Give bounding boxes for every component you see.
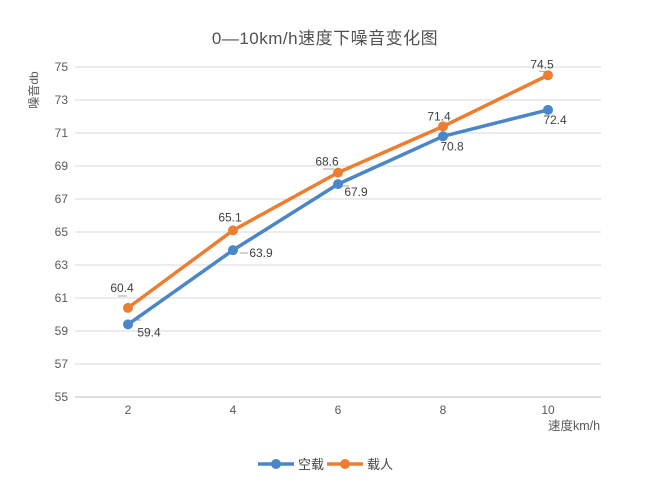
legend-item-loaded[interactable]: 载人 [326, 454, 393, 473]
data-point-marker [228, 245, 238, 256]
data-point-marker [438, 121, 448, 132]
data-label: 70.8 [440, 139, 464, 153]
data-label: 74.5 [530, 57, 554, 71]
data-point-marker [438, 131, 448, 142]
data-point-marker [228, 225, 238, 236]
chart-title: 0—10km/h速度下噪音变化图 [211, 29, 439, 48]
data-label: 63.9 [249, 246, 273, 260]
x-tick-label: 10 [541, 403, 555, 417]
y-tick-label: 61 [55, 291, 69, 305]
y-tick-label: 67 [55, 192, 69, 206]
y-tick-label: 55 [55, 390, 69, 404]
y-tick-label: 59 [55, 324, 69, 338]
data-label: 72.4 [543, 113, 567, 127]
data-label: 59.4 [137, 325, 161, 339]
data-label: 60.4 [110, 281, 134, 295]
y-tick-label: 57 [55, 357, 69, 371]
x-tick-label: 4 [230, 403, 237, 417]
data-label: 68.6 [315, 155, 339, 169]
x-tick-label: 8 [440, 403, 447, 417]
legend-line-marker-icon [327, 458, 363, 469]
data-label: 65.1 [218, 210, 242, 224]
x-tick-label: 6 [335, 403, 342, 417]
chart-legend: 空载 载人 [0, 454, 650, 473]
legend-line-marker-icon [257, 458, 294, 469]
y-tick-label: 75 [55, 60, 69, 74]
data-point-marker [123, 319, 133, 330]
x-tick-label: 2 [125, 403, 132, 417]
y-axis-title: 噪音db [26, 71, 41, 109]
legend-label-loaded: 载人 [367, 457, 394, 472]
data-point-marker [333, 179, 343, 190]
y-tick-label: 65 [55, 225, 69, 239]
data-point-marker [333, 167, 343, 178]
series-line-loaded [126, 73, 550, 310]
data-point-marker [543, 70, 553, 81]
y-tick-label: 73 [55, 93, 69, 107]
x-axis-title: 速度km/h [548, 418, 600, 433]
data-point-marker [543, 104, 553, 115]
legend-label-empty-load: 空载 [297, 457, 324, 472]
y-tick-label: 71 [55, 126, 69, 140]
data-point-marker [123, 302, 133, 313]
legend-item-empty-load[interactable]: 空载 [257, 454, 324, 473]
series-line-empty-load [126, 108, 550, 327]
y-tick-label: 69 [55, 159, 69, 173]
data-label: 71.4 [427, 109, 451, 123]
y-tick-label: 63 [55, 258, 69, 272]
data-label: 67.9 [344, 185, 368, 199]
